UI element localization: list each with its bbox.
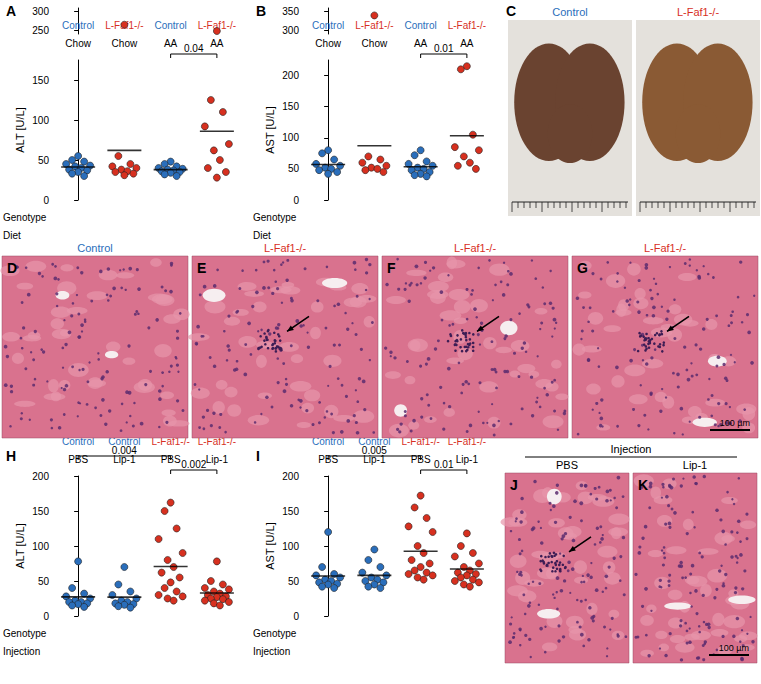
svg-text:0: 0 — [43, 611, 49, 622]
svg-text:C: C — [506, 3, 516, 19]
svg-text:0.004: 0.004 — [112, 445, 137, 456]
svg-text:Genotype: Genotype — [253, 628, 297, 639]
svg-text:ALT [U/L]: ALT [U/L] — [14, 107, 26, 152]
svg-text:Chow: Chow — [65, 38, 91, 49]
svg-text:0: 0 — [293, 611, 299, 622]
svg-text:150: 150 — [32, 75, 49, 86]
svg-text:L-Faf1-/-: L-Faf1-/- — [197, 19, 236, 31]
svg-text:150: 150 — [32, 506, 49, 517]
svg-text:50: 50 — [288, 163, 300, 174]
svg-text:100: 100 — [32, 115, 49, 126]
svg-text:Lip-1: Lip-1 — [206, 454, 229, 465]
svg-text:AA: AA — [210, 38, 224, 49]
svg-text:PBS: PBS — [410, 453, 431, 465]
svg-text:0.04: 0.04 — [184, 43, 204, 54]
svg-text:Control: Control — [405, 20, 437, 31]
svg-text:Control: Control — [155, 20, 187, 31]
svg-text:100: 100 — [282, 132, 299, 143]
svg-text:L-Faf1-/-: L-Faf1-/- — [197, 435, 236, 447]
svg-text:ALT [U/L]: ALT [U/L] — [14, 523, 26, 568]
svg-text:0: 0 — [293, 195, 299, 206]
svg-text:PBS: PBS — [160, 453, 181, 465]
svg-text:AST [U/L]: AST [U/L] — [264, 106, 276, 153]
svg-text:PBS: PBS — [318, 453, 339, 465]
svg-text:300: 300 — [32, 6, 49, 17]
svg-text:F: F — [387, 260, 396, 276]
svg-text:L-Faf1-/-: L-Faf1-/- — [448, 20, 486, 31]
svg-text:Control: Control — [62, 435, 95, 447]
svg-text:100: 100 — [32, 541, 49, 552]
svg-text:0.01: 0.01 — [434, 43, 454, 54]
svg-text:150: 150 — [282, 101, 299, 112]
svg-text:Chow: Chow — [112, 38, 138, 49]
svg-text:L-Faf1-/-: L-Faf1-/- — [355, 20, 393, 31]
svg-text:Control: Control — [62, 20, 94, 31]
svg-text:AST [U/L]: AST [U/L] — [264, 522, 276, 569]
svg-text:100: 100 — [282, 541, 299, 552]
svg-text:L-Faf1-/-: L-Faf1-/- — [677, 6, 720, 18]
svg-text:Control: Control — [552, 6, 587, 18]
svg-text:200: 200 — [32, 471, 49, 482]
svg-text:Control: Control — [312, 435, 345, 447]
svg-text:AA: AA — [414, 38, 428, 49]
svg-text:Genotype: Genotype — [253, 212, 297, 223]
svg-text:H: H — [6, 448, 16, 464]
svg-text:250: 250 — [32, 25, 49, 36]
svg-text:Injection: Injection — [3, 646, 40, 657]
svg-text:Control: Control — [312, 20, 344, 31]
svg-text:B: B — [256, 3, 266, 19]
svg-text:L-Faf1-/-: L-Faf1-/- — [151, 435, 190, 447]
svg-text:0.002: 0.002 — [181, 459, 206, 470]
svg-text:Lip-1: Lip-1 — [456, 454, 479, 465]
svg-text:300: 300 — [282, 25, 299, 36]
svg-text:100 µm: 100 µm — [720, 418, 750, 428]
svg-text:50: 50 — [288, 576, 300, 587]
svg-text:Chow: Chow — [315, 38, 341, 49]
svg-text:I: I — [256, 448, 260, 464]
svg-text:100 µm: 100 µm — [719, 643, 749, 653]
svg-text:AA: AA — [460, 38, 474, 49]
svg-text:G: G — [577, 260, 588, 276]
svg-text:D: D — [7, 260, 17, 276]
svg-text:Genotype: Genotype — [3, 212, 47, 223]
svg-text:L-Faf1-/-: L-Faf1-/- — [401, 435, 440, 447]
svg-text:0: 0 — [43, 195, 49, 206]
svg-text:Injection: Injection — [253, 646, 290, 657]
svg-text:50: 50 — [38, 155, 50, 166]
svg-text:AA: AA — [164, 38, 178, 49]
svg-text:Diet: Diet — [3, 230, 21, 241]
svg-text:0.005: 0.005 — [362, 445, 387, 456]
svg-text:PBS: PBS — [68, 453, 89, 465]
svg-text:0.01: 0.01 — [434, 459, 454, 470]
svg-text:A: A — [6, 3, 16, 19]
svg-text:Lip-1: Lip-1 — [113, 453, 136, 465]
svg-text:50: 50 — [38, 576, 50, 587]
svg-text:Diet: Diet — [253, 230, 271, 241]
svg-text:L-Faf1-/-: L-Faf1-/- — [105, 20, 143, 31]
svg-text:L-Faf1-/-: L-Faf1-/- — [264, 242, 307, 254]
svg-text:Injection: Injection — [611, 443, 652, 455]
svg-text:Control: Control — [77, 242, 112, 254]
svg-text:200: 200 — [282, 70, 299, 81]
svg-text:Genotype: Genotype — [3, 628, 47, 639]
svg-text:Chow: Chow — [362, 38, 388, 49]
svg-text:200: 200 — [282, 471, 299, 482]
svg-text:E: E — [197, 260, 206, 276]
svg-text:L-Faf1-/-: L-Faf1-/- — [644, 242, 687, 254]
svg-text:Lip-1: Lip-1 — [363, 453, 386, 465]
svg-text:J: J — [510, 477, 518, 493]
svg-text:L-Faf1-/-: L-Faf1-/- — [454, 242, 497, 254]
svg-text:350: 350 — [282, 6, 299, 17]
svg-text:K: K — [638, 477, 648, 493]
svg-text:Lip-1: Lip-1 — [683, 459, 707, 471]
svg-text:PBS: PBS — [556, 459, 578, 471]
svg-text:L-Faf1-/-: L-Faf1-/- — [447, 435, 486, 447]
svg-text:150: 150 — [282, 506, 299, 517]
